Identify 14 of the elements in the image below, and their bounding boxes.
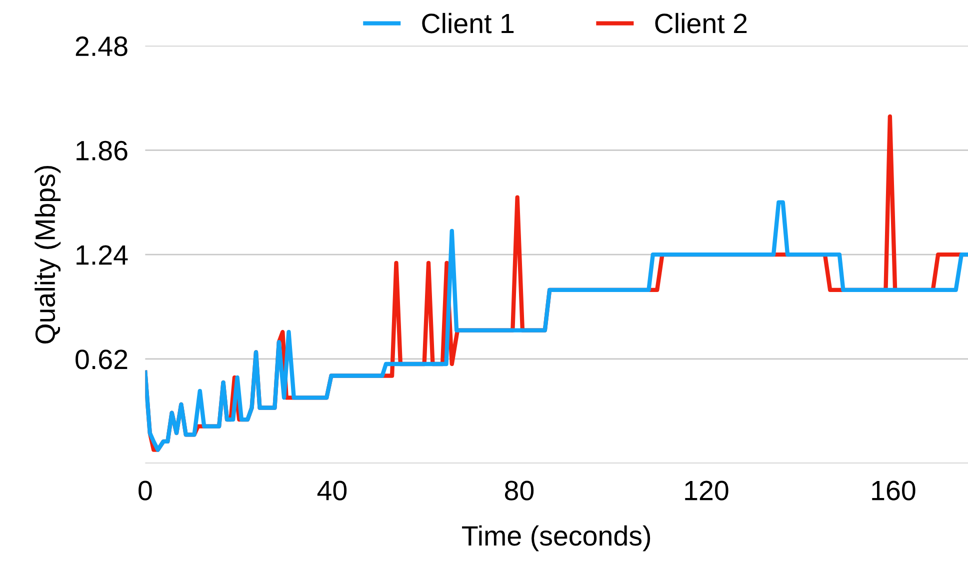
x-tick-label: 160	[872, 480, 916, 500]
x-axis-title: Time (seconds)	[462, 525, 650, 552]
x-tick-label: 80	[504, 480, 534, 500]
x-tick-label: 0	[138, 480, 152, 500]
y-tick-label: 0.62	[76, 350, 128, 370]
y-tick-label: 1.86	[76, 140, 128, 160]
x-tick-label: 120	[685, 480, 728, 500]
y-tick-label: 2.48	[76, 36, 128, 56]
legend-label: Client 2	[655, 12, 747, 34]
line-series	[145, 200, 968, 452]
y-axis-title: Quality (Mbps)	[34, 166, 61, 344]
y-tick-label: 1.24	[76, 245, 128, 265]
x-tick-label: 40	[317, 480, 347, 500]
legend-label: Client 1	[422, 12, 514, 34]
